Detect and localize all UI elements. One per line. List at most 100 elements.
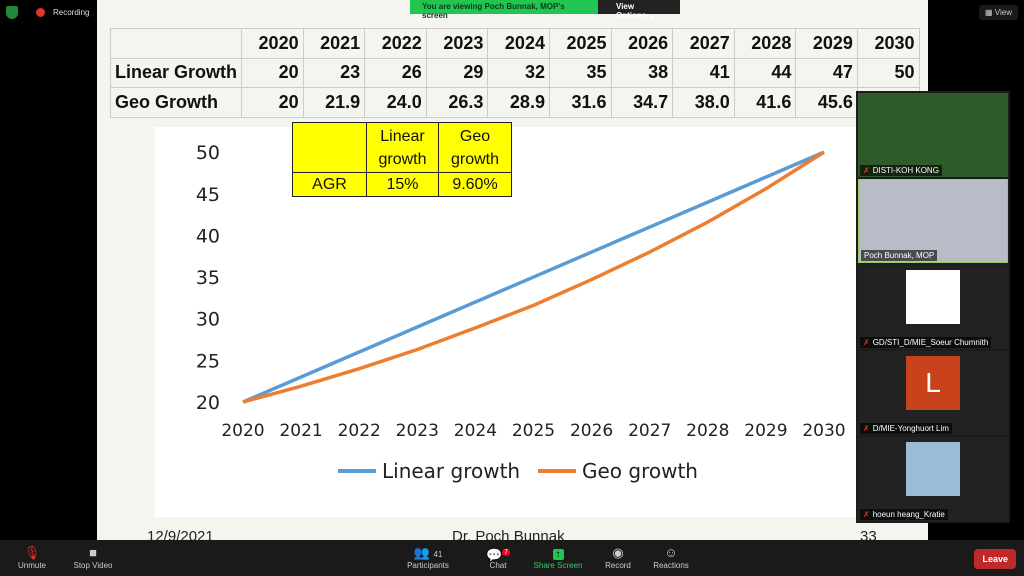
reactions-icon: ☺	[664, 545, 678, 560]
profile-document-image	[906, 270, 960, 324]
x-tick-label: 2021	[279, 421, 322, 441]
view-button[interactable]: ▦ View	[979, 5, 1018, 20]
agr-geo-value: 9.60%	[438, 172, 512, 197]
series-line-geo-growth	[242, 150, 825, 404]
chat-badge: 7	[502, 549, 511, 556]
stop-video-label: Stop Video	[73, 561, 113, 570]
view-options-label: View Options	[616, 2, 647, 20]
table-cell: 44	[733, 57, 797, 88]
video-tile[interactable]: L ✗ D/MIE-Yonghuort Lim	[858, 351, 1008, 435]
video-tile[interactable]: ✗ hoeun heang_Kratie	[858, 437, 1008, 521]
participant-gallery[interactable]: ✗ DISTI-KOH KONG Poch Bunnak, MOP ✗ GD/STI…	[856, 91, 1010, 523]
unmute-button[interactable]: 🎙︎ Unmute	[2, 545, 62, 570]
agr-table: Linear growth Geo growth AGR 15% 9.60%	[292, 122, 512, 197]
table-cell: 35	[548, 57, 612, 88]
table-cell: 41	[672, 57, 735, 88]
table-cell: 38	[610, 57, 674, 88]
table-cell: 41.6	[733, 87, 797, 118]
table-cell: 32	[487, 57, 550, 88]
mic-muted-icon: ✗	[863, 424, 870, 433]
participants-label: Participants	[407, 561, 449, 570]
x-tick-label: 2022	[338, 421, 381, 441]
participant-name: GD/STI_D/MIE_Soeur Chumnith	[872, 338, 989, 347]
meeting-toolbar: 🎙︎ Unmute ■ Stop Video 👥 41 Participants 💬 7…	[0, 540, 1024, 576]
agr-empty-cell	[292, 122, 367, 173]
y-tick-label: 50	[196, 142, 220, 164]
year-header: 2030	[856, 28, 920, 59]
agr-header-geo: Geo growth	[438, 122, 512, 173]
mic-muted-icon: ✗	[863, 166, 870, 175]
x-tick-label: 2030	[802, 421, 845, 441]
year-header: 2021	[302, 28, 366, 59]
participants-count: 41	[433, 550, 443, 559]
header-empty-cell	[110, 28, 242, 59]
growth-table: 2020 2021 2022 2023 2024 2025 2026 2027 2028 2029…	[110, 28, 920, 118]
video-tile[interactable]: Poch Bunnak, MOP	[858, 179, 1008, 263]
chat-icon: 💬 7	[485, 547, 511, 563]
recording-label: Recording	[53, 8, 90, 17]
chat-button[interactable]: 💬 7 Chat	[468, 545, 528, 570]
profile-photo	[906, 442, 960, 496]
record-button[interactable]: ◉ Record	[588, 545, 648, 570]
mic-muted-icon: ✗	[863, 510, 870, 519]
x-tick-label: 2023	[396, 421, 439, 441]
view-options-button[interactable]: View Options ⌄	[598, 0, 680, 20]
record-icon: ◉	[612, 545, 624, 560]
table-cell: 20	[241, 57, 304, 88]
year-header: 2025	[548, 28, 612, 59]
video-tile[interactable]: ✗ GD/STI_D/MIE_Soeur Chumnith	[858, 265, 1008, 349]
legend-label: Linear growth	[382, 459, 520, 483]
year-header: 2026	[610, 28, 674, 59]
table-row: Geo Growth 20 21.9 24.0 26.3 28.9 31.6 34.7 38.0…	[110, 87, 920, 118]
reactions-label: Reactions	[653, 561, 689, 570]
table-cell: 28.9	[487, 87, 550, 118]
y-tick-label: 30	[196, 309, 220, 331]
table-cell: 20	[241, 87, 304, 118]
participant-name: Poch Bunnak, MOP	[864, 251, 935, 260]
participant-name: D/MIE-Yonghuort Lim	[872, 424, 949, 433]
screen-share-banner: You are viewing Poch Bunnak, MOP's scree…	[410, 0, 680, 20]
row-label: Geo Growth	[110, 87, 242, 118]
table-cell: 26.3	[425, 87, 489, 118]
table-cell: 47	[795, 57, 858, 88]
agr-row-label: AGR	[292, 172, 367, 197]
view-label: View	[994, 8, 1012, 17]
agr-header-linear: Linear growth	[366, 122, 439, 173]
table-cell: 38.0	[672, 87, 735, 118]
record-label: Record	[605, 561, 631, 570]
year-header: 2029	[795, 28, 858, 59]
stop-video-button[interactable]: ■ Stop Video	[63, 545, 123, 570]
legend-label: Geo growth	[582, 459, 698, 483]
x-tick-label: 2028	[686, 421, 729, 441]
table-cell: 21.9	[302, 87, 366, 118]
share-screen-button[interactable]: ↑ Share Screen	[528, 545, 588, 570]
participant-name: DISTI-KOH KONG	[872, 166, 939, 175]
table-cell: 24.0	[364, 87, 427, 118]
security-shield-icon[interactable]	[6, 6, 18, 19]
y-tick-label: 40	[196, 225, 220, 247]
meeting-status: Recording	[6, 6, 89, 19]
chat-label: Chat	[489, 561, 507, 570]
leave-button[interactable]: Leave	[974, 549, 1016, 569]
viewing-label: You are viewing Poch Bunnak, MOP's scree…	[410, 0, 598, 20]
y-tick-label: 20	[196, 392, 220, 414]
avatar: L	[906, 356, 960, 410]
table-cell: 45.6	[795, 87, 858, 118]
reactions-button[interactable]: ☺ Reactions	[641, 545, 701, 570]
x-tick-label: 2020	[221, 421, 264, 441]
share-screen-icon: ↑	[528, 545, 588, 561]
participants-icon: 👥 41	[413, 545, 443, 560]
year-header: 2028	[733, 28, 797, 59]
table-cell: 29	[425, 57, 489, 88]
mic-muted-icon: ✗	[863, 338, 870, 347]
y-tick-label: 25	[196, 350, 220, 372]
table-cell: 31.6	[548, 87, 612, 118]
year-header: 2024	[487, 28, 550, 59]
video-tile[interactable]: ✗ DISTI-KOH KONG	[858, 93, 1008, 177]
table-row: Linear Growth 20 23 26 29 32 35 38 41 44 47 50	[110, 57, 920, 88]
table-cell: 50	[856, 57, 920, 88]
participants-button[interactable]: 👥 41 Participants	[398, 545, 458, 570]
x-tick-label: 2024	[454, 421, 497, 441]
row-label: Linear Growth	[110, 57, 242, 88]
table-cell: 23	[302, 57, 366, 88]
